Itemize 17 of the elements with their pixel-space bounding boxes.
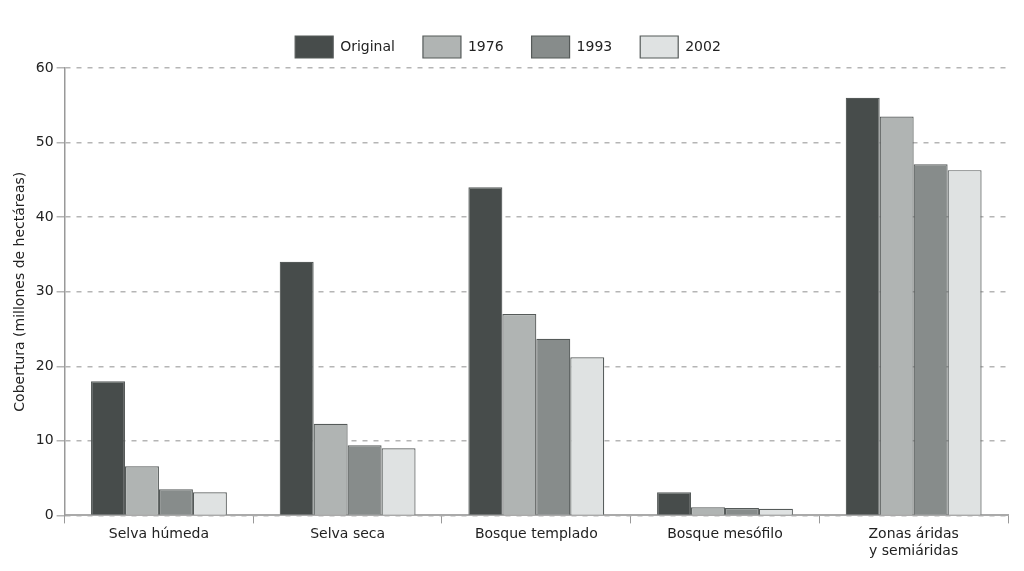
x-tick-label: Selva seca — [310, 525, 386, 542]
x-tick-label: Bosque templado — [474, 525, 598, 542]
legend-label: 1993 — [576, 37, 613, 54]
legend-label: Original — [340, 37, 395, 54]
y-tick-label: 50 — [35, 133, 54, 150]
legend-label: 2002 — [685, 37, 721, 54]
y-tick-label: 40 — [35, 207, 54, 224]
y-axis-title: Cobertura (millones de hectáreas) — [11, 171, 28, 412]
y-tick-label: 0 — [44, 506, 54, 523]
y-tick-label: 60 — [35, 58, 54, 75]
x-tick-label: Bosque mesófilo — [667, 525, 783, 542]
y-tick-label: 20 — [35, 356, 54, 373]
y-tick-label: 30 — [35, 282, 54, 299]
x-tick-label: Zonas áridas y semiáridas — [868, 525, 959, 559]
x-tick-label: Selva húmeda — [108, 525, 210, 542]
legend-label: 1976 — [467, 37, 504, 54]
y-tick-label: 10 — [35, 431, 54, 448]
